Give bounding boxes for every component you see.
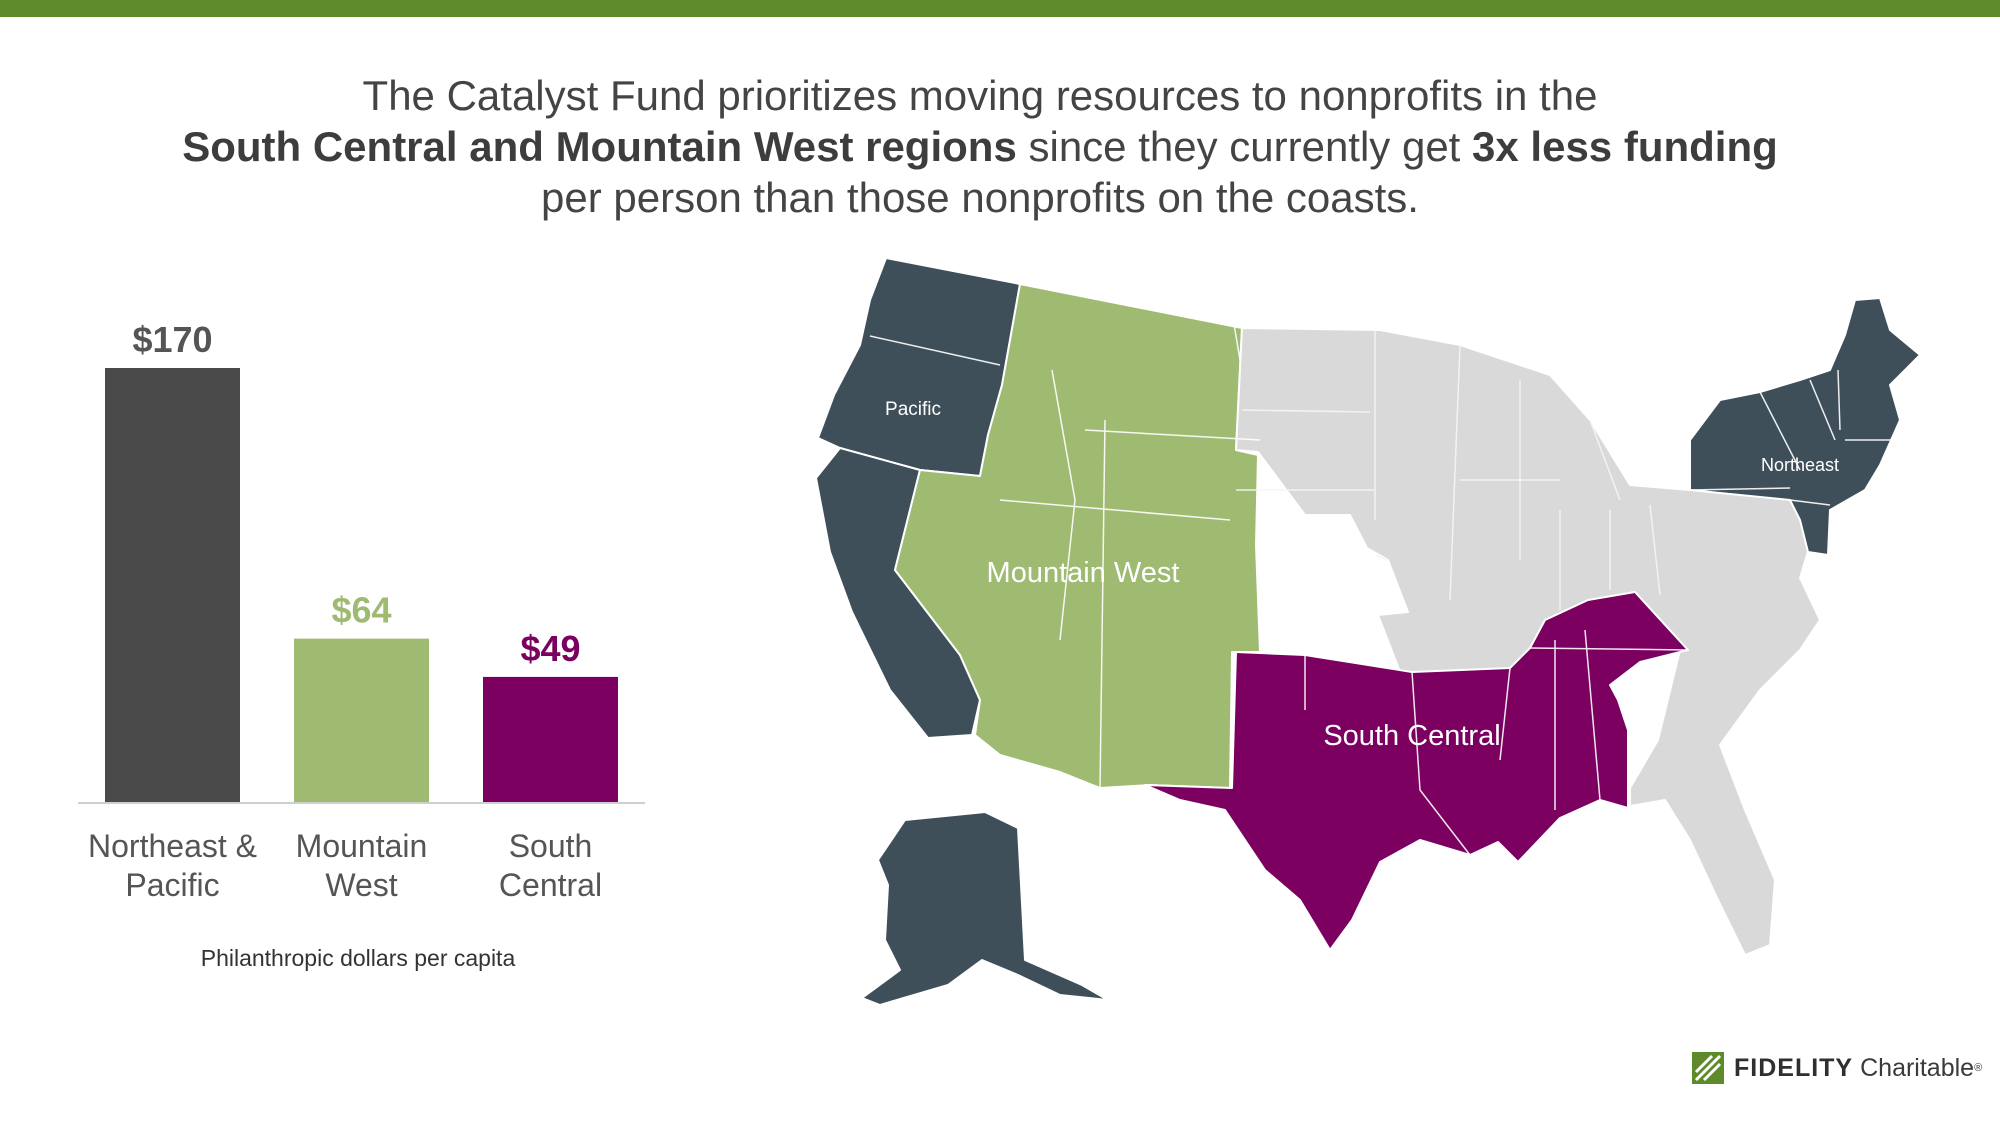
category-label-1-line-0: Mountain <box>296 828 428 864</box>
top-accent-bar <box>0 0 2000 17</box>
category-label-0-line-1: Pacific <box>125 867 219 903</box>
map-region-south-central <box>1144 591 1689 951</box>
category-label-0-line-0: Northeast & <box>88 828 257 864</box>
bar-1 <box>294 638 429 802</box>
map-labels: Pacific Northeast Mountain West South Ce… <box>885 399 1839 752</box>
logo-brand: FIDELITY <box>1734 1053 1854 1082</box>
state-borders-midwest <box>1236 330 1661 610</box>
category-label-2-line-0: South <box>509 828 593 864</box>
bar-value-label-0: $170 <box>132 319 212 360</box>
chart-x-axis-label: Philanthropic dollars per capita <box>201 945 516 971</box>
map-label-pacific: Pacific <box>885 399 941 420</box>
headline-line-1: The Catalyst Fund prioritizes moving res… <box>362 72 1598 119</box>
map-label-northeast: Northeast <box>1761 455 1839 475</box>
category-label-1-line-1: West <box>325 867 397 903</box>
headline-emphasis-regions: South Central and Mountain West regions <box>182 123 1017 170</box>
bar-value-label-1: $64 <box>331 590 391 631</box>
fidelity-charitable-logo: FIDELITY Charitable ® <box>1692 1052 1982 1084</box>
bar-value-label-2: $49 <box>520 628 580 669</box>
category-label-2-line-1: Central <box>499 867 602 903</box>
headline: The Catalyst Fund prioritizes moving res… <box>100 70 1860 223</box>
map-borders <box>869 299 1900 856</box>
headline-emphasis-funding: 3x less funding <box>1472 123 1778 170</box>
state-borders-northeast <box>1689 369 1900 506</box>
fidelity-leaf-icon <box>1692 1052 1724 1084</box>
bar-0 <box>105 368 240 802</box>
headline-line-2: South Central and Mountain West regions … <box>100 121 1860 172</box>
headline-line-3: per person than those nonprofits on the … <box>541 174 1419 221</box>
map-region-northeast <box>1689 297 1921 556</box>
map-region-alaska <box>861 811 1109 1006</box>
map-label-mountain-west: Mountain West <box>987 557 1180 589</box>
headline-line-2-middle: since they currently get <box>1016 123 1473 170</box>
map-region-mountain-west <box>894 283 1261 789</box>
bar-2 <box>483 676 618 802</box>
logo-sub: Charitable <box>1860 1053 1975 1082</box>
map-label-south-central: South Central <box>1323 720 1500 752</box>
us-map <box>815 257 1921 1006</box>
state-borders-south <box>1304 629 1689 856</box>
state-borders-west <box>869 299 1261 789</box>
logo-registered-mark: ® <box>1974 1062 1983 1074</box>
